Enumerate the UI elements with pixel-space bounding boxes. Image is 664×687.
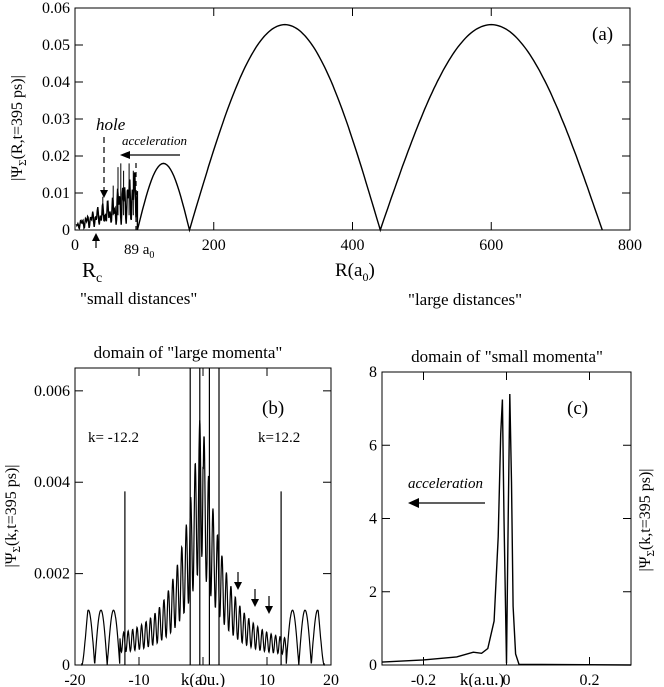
x-tick-label: 0 bbox=[503, 672, 511, 687]
x-tick-label: 0 bbox=[199, 672, 207, 687]
k-pos-annotation: k=12.2 bbox=[258, 430, 300, 446]
panel-b-label: (b) bbox=[262, 398, 284, 419]
x-tick-label: -10 bbox=[128, 672, 149, 687]
x-tick-label: 600 bbox=[479, 237, 503, 254]
y-tick-label: 0.006 bbox=[34, 383, 70, 400]
panel-c-curve bbox=[381, 393, 632, 666]
acceleration-arrow-head-c bbox=[408, 498, 419, 508]
y-tick-label: 0.004 bbox=[34, 474, 70, 491]
y-tick-label: 4 bbox=[369, 511, 377, 528]
panel-c-ticks: -0.2 0 0.2 0 2 4 6 8 bbox=[369, 364, 631, 687]
panel-b-spikes bbox=[124, 368, 282, 665]
y-tick-label: 0.002 bbox=[34, 566, 70, 583]
hole-arrow-head bbox=[100, 190, 108, 198]
y-tick-label: 0 bbox=[369, 657, 377, 674]
x-tick-label: 10 bbox=[259, 672, 275, 687]
y-tick-label: 0.01 bbox=[42, 185, 70, 202]
panel-a-ylabel: |ΨΣ(R,t=395 ps)| bbox=[9, 75, 29, 181]
y-tick-label: 6 bbox=[369, 437, 377, 454]
x-tick-label: 20 bbox=[323, 672, 339, 687]
panel-b-ylabel: |ΨΣ(k,t=395 ps)| bbox=[3, 465, 23, 568]
y-tick-label: 0.05 bbox=[42, 37, 70, 54]
x-tick-label: 200 bbox=[202, 237, 226, 254]
k-neg-annotation: k= -12.2 bbox=[88, 430, 139, 446]
panel-b-curve bbox=[80, 420, 326, 667]
panel-a-curve bbox=[75, 23, 603, 233]
panel-a-ticks: 0 200 400 600 800 0 0.01 0.02 0.03 0.04 0.05 0.06 bbox=[42, 0, 642, 254]
panel-b: domain of "large momenta" -20 -10 0 10 20 0 0.… bbox=[3, 343, 339, 687]
panel-a-xlabel: R(a0) bbox=[335, 260, 375, 284]
panel-c: domain of "small momenta" -0.2 0 0.202468 … bbox=[369, 347, 657, 687]
y-tick-label: 0 bbox=[62, 222, 70, 239]
panel-c-ylabel: |ΨΣ(k,t=395 ps)| bbox=[637, 469, 657, 572]
x-tick-label: 0.2 bbox=[580, 672, 600, 687]
panel-b-arrows bbox=[234, 572, 273, 614]
x-tick-label: 800 bbox=[618, 237, 642, 254]
rc-arrow-head bbox=[92, 233, 100, 241]
small-distances-label: "small distances" bbox=[80, 289, 197, 308]
panel-a-frame bbox=[74, 7, 631, 231]
panel-b-xlabel: k(a.u.) bbox=[181, 670, 225, 687]
panel-c-label: (c) bbox=[567, 398, 588, 419]
x-tick-label: -20 bbox=[64, 672, 85, 687]
panel-a-label: (a) bbox=[592, 24, 613, 45]
y-tick-label: 0.04 bbox=[42, 74, 70, 91]
x-tick-label: -0.2 bbox=[411, 672, 436, 687]
acceleration-annotation-c: acceleration bbox=[408, 476, 483, 492]
y-tick-label: 0.02 bbox=[42, 148, 70, 165]
panel-b-ticks: -20 -10 0 10 20 0 0.002 0.004 0.006 bbox=[34, 368, 339, 687]
x-tick-label: 0 bbox=[71, 237, 79, 254]
x-tick-label: 400 bbox=[341, 237, 365, 254]
rc-label: Rc bbox=[82, 258, 102, 286]
panel-a: 0 200 400 600 800 0 0.01 0.02 0.03 0.04 0.05 0.06 (… bbox=[9, 0, 642, 309]
hole-annotation: hole bbox=[96, 115, 126, 134]
r89-label: 89 a0 bbox=[124, 242, 154, 261]
y-tick-label: 0.03 bbox=[42, 111, 70, 128]
panel-c-title: domain of "small momenta" bbox=[411, 347, 603, 366]
y-tick-label: 0.06 bbox=[42, 0, 70, 17]
y-tick-label: 2 bbox=[369, 584, 377, 601]
acceleration-annotation-a: acceleration bbox=[122, 133, 187, 148]
panel-a-noise bbox=[102, 163, 134, 216]
large-distances-label: "large distances" bbox=[408, 290, 522, 309]
panel-c-xlabel: k(a.u.) bbox=[460, 670, 504, 687]
y-tick-label: 0 bbox=[62, 657, 70, 674]
y-tick-label: 8 bbox=[369, 364, 377, 381]
panel-b-title: domain of "large momenta" bbox=[94, 343, 283, 362]
acceleration-arrow-head-a bbox=[120, 151, 130, 159]
